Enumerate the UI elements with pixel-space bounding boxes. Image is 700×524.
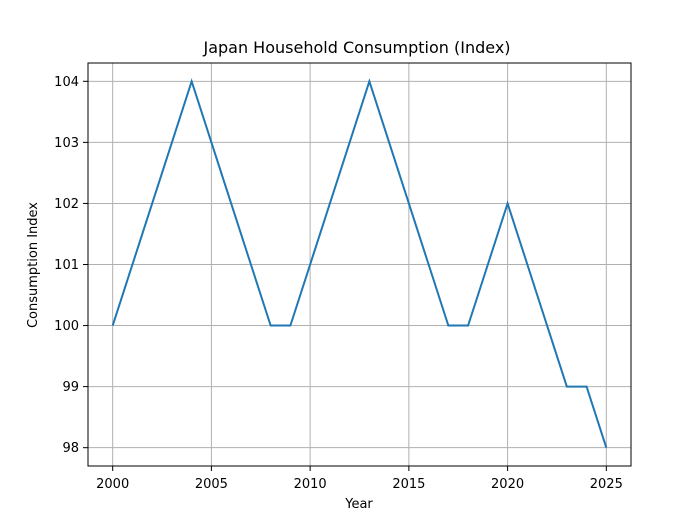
y-tick-label-102: 102 bbox=[54, 197, 79, 212]
x-tick-label-2010: 2010 bbox=[294, 477, 327, 492]
axis-ticks: 2000 2005 2010 2015 2020 2025 98 99 100 101 102 103… bbox=[54, 75, 623, 492]
y-tick-label-101: 101 bbox=[54, 258, 79, 273]
series-layer bbox=[111, 78, 608, 448]
y-tick-label-98: 98 bbox=[62, 441, 79, 456]
y-tick-label-103: 103 bbox=[54, 136, 79, 151]
y-axis-label: Consumption Index bbox=[26, 202, 41, 328]
y-tick-label-100: 100 bbox=[54, 319, 79, 334]
y-tick-label-99: 99 bbox=[62, 380, 79, 395]
x-tick-label-2015: 2015 bbox=[392, 477, 425, 492]
grid-lines bbox=[88, 63, 631, 466]
x-tick-label-2025: 2025 bbox=[590, 477, 623, 492]
series-line-0 bbox=[111, 78, 608, 448]
x-tick-label-2020: 2020 bbox=[491, 477, 524, 492]
chart-title: Japan Household Consumption (Index) bbox=[202, 38, 510, 57]
x-axis-label: Year bbox=[344, 497, 373, 512]
x-tick-label-2005: 2005 bbox=[195, 477, 228, 492]
y-tick-label-104: 104 bbox=[54, 75, 79, 90]
x-tick-label-2000: 2000 bbox=[96, 477, 129, 492]
